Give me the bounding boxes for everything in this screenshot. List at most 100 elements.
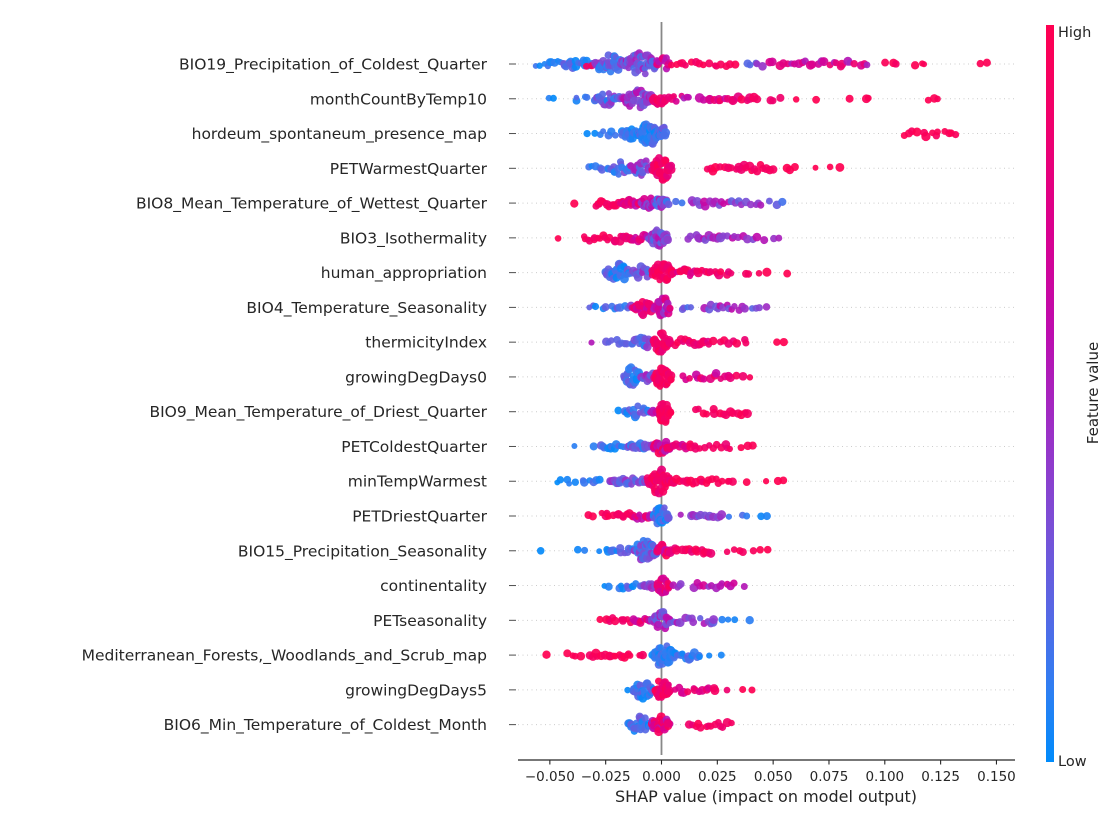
x-tick-label: 0.075 [810, 769, 849, 785]
shap-point [762, 303, 771, 311]
feature-label: human_appropriation [321, 264, 487, 283]
shap-point [765, 197, 773, 205]
shap-point [934, 128, 941, 136]
shap-point [718, 615, 726, 624]
shap-point [624, 686, 631, 694]
shap-point [666, 304, 674, 312]
shap-point [666, 161, 676, 171]
shap-point [746, 374, 754, 381]
shap-point [663, 235, 672, 245]
shap-point [616, 544, 625, 553]
shap-point [738, 371, 748, 381]
shap-point [755, 304, 763, 312]
shap-point [763, 545, 772, 554]
shap-point [672, 197, 680, 206]
shap-point [756, 546, 764, 554]
shap-point [812, 95, 820, 104]
shap-point [667, 409, 675, 417]
shap-point [748, 441, 757, 450]
shap-point [757, 512, 765, 521]
shap-point [597, 165, 607, 174]
shap-point [728, 719, 735, 727]
shap-point [773, 338, 781, 346]
shap-point [718, 477, 726, 485]
beeswarm-points-group [532, 49, 991, 737]
x-tick-label: 0.050 [754, 769, 793, 785]
shap-point [807, 60, 817, 69]
shap-point [596, 615, 604, 624]
shap-point [623, 340, 631, 348]
shap-point [601, 303, 610, 312]
shap-point [604, 582, 613, 591]
beeswarm-row [532, 49, 991, 78]
x-tick-label: 0.150 [977, 769, 1016, 785]
beeswarm-row [554, 465, 788, 498]
feature-label: BIO19_Precipitation_of_Coldest_Quarter [179, 56, 488, 75]
shap-point [711, 369, 721, 378]
shap-point [676, 580, 685, 588]
shap-point [742, 478, 751, 486]
shap-point [710, 685, 720, 696]
feature-label: minTempWarmest [348, 473, 487, 491]
shap-point [845, 94, 854, 103]
shap-point [699, 61, 707, 69]
x-tick-label: −0.050 [525, 769, 575, 785]
shap-point [595, 475, 604, 484]
shap-point [743, 234, 752, 244]
shap-point [730, 579, 738, 587]
shap-point [863, 61, 871, 69]
feature-label: monthCountByTemp10 [310, 90, 487, 108]
feature-label: Mediterranean_Forests,_Woodlands_and_Scr… [82, 647, 487, 666]
shap-point [850, 60, 858, 68]
colorbar-axis-label: Feature value [1084, 342, 1102, 444]
shap-point [769, 97, 777, 105]
feature-label: BIO4_Temperature_Seasonality [246, 299, 487, 318]
beeswarm-row [601, 259, 792, 284]
shap-point [745, 616, 754, 625]
shap-point [881, 58, 890, 67]
shap-point [678, 199, 686, 207]
shap-point [615, 171, 622, 178]
shap-point [689, 618, 698, 627]
feature-label: BIO9_Mean_Temperature_of_Driest_Quarter [149, 403, 487, 422]
shap-point [835, 162, 845, 172]
shap-point [588, 339, 595, 346]
beeswarm-row [545, 86, 941, 112]
shap-point [682, 61, 689, 69]
shap-point [614, 406, 623, 415]
shap-point [612, 131, 619, 139]
shap-point [662, 157, 670, 165]
feature-label: BIO15_Precipitation_Seasonality [238, 542, 487, 561]
shap-point [598, 90, 607, 98]
beeswarm-row [584, 504, 771, 528]
shap-point [571, 652, 579, 660]
shap-point [740, 304, 749, 313]
shap-point [596, 548, 603, 555]
shap-point [641, 714, 649, 722]
shap-point [706, 548, 716, 558]
shap-point [582, 62, 590, 70]
shap-point [677, 511, 684, 518]
x-tick-label: −0.025 [581, 769, 631, 785]
colorbar-high-label: High [1058, 25, 1091, 41]
shap-point [742, 409, 752, 419]
feature-labels-group: BIO19_Precipitation_of_Coldest_Quartermo… [82, 56, 488, 736]
shap-point [767, 57, 777, 67]
shap-point [686, 232, 695, 240]
shap-point [706, 268, 715, 276]
shap-point [717, 268, 725, 276]
shap-point [566, 480, 572, 487]
beeswarm-row [542, 642, 725, 669]
feature-label: BIO6_Min_Temperature_of_Coldest_Month [164, 716, 487, 735]
shap-point [634, 402, 642, 410]
shap-point [583, 129, 591, 138]
feature-label: BIO8_Mean_Temperature_of_Wettest_Quarter [136, 195, 488, 214]
shap-point [753, 167, 762, 176]
feature-label: PETColdestQuarter [341, 438, 487, 456]
shap-point [705, 59, 714, 68]
beeswarm-row [601, 574, 748, 597]
feature-label: thermicityIndex [365, 334, 487, 352]
shap-point [768, 165, 778, 174]
